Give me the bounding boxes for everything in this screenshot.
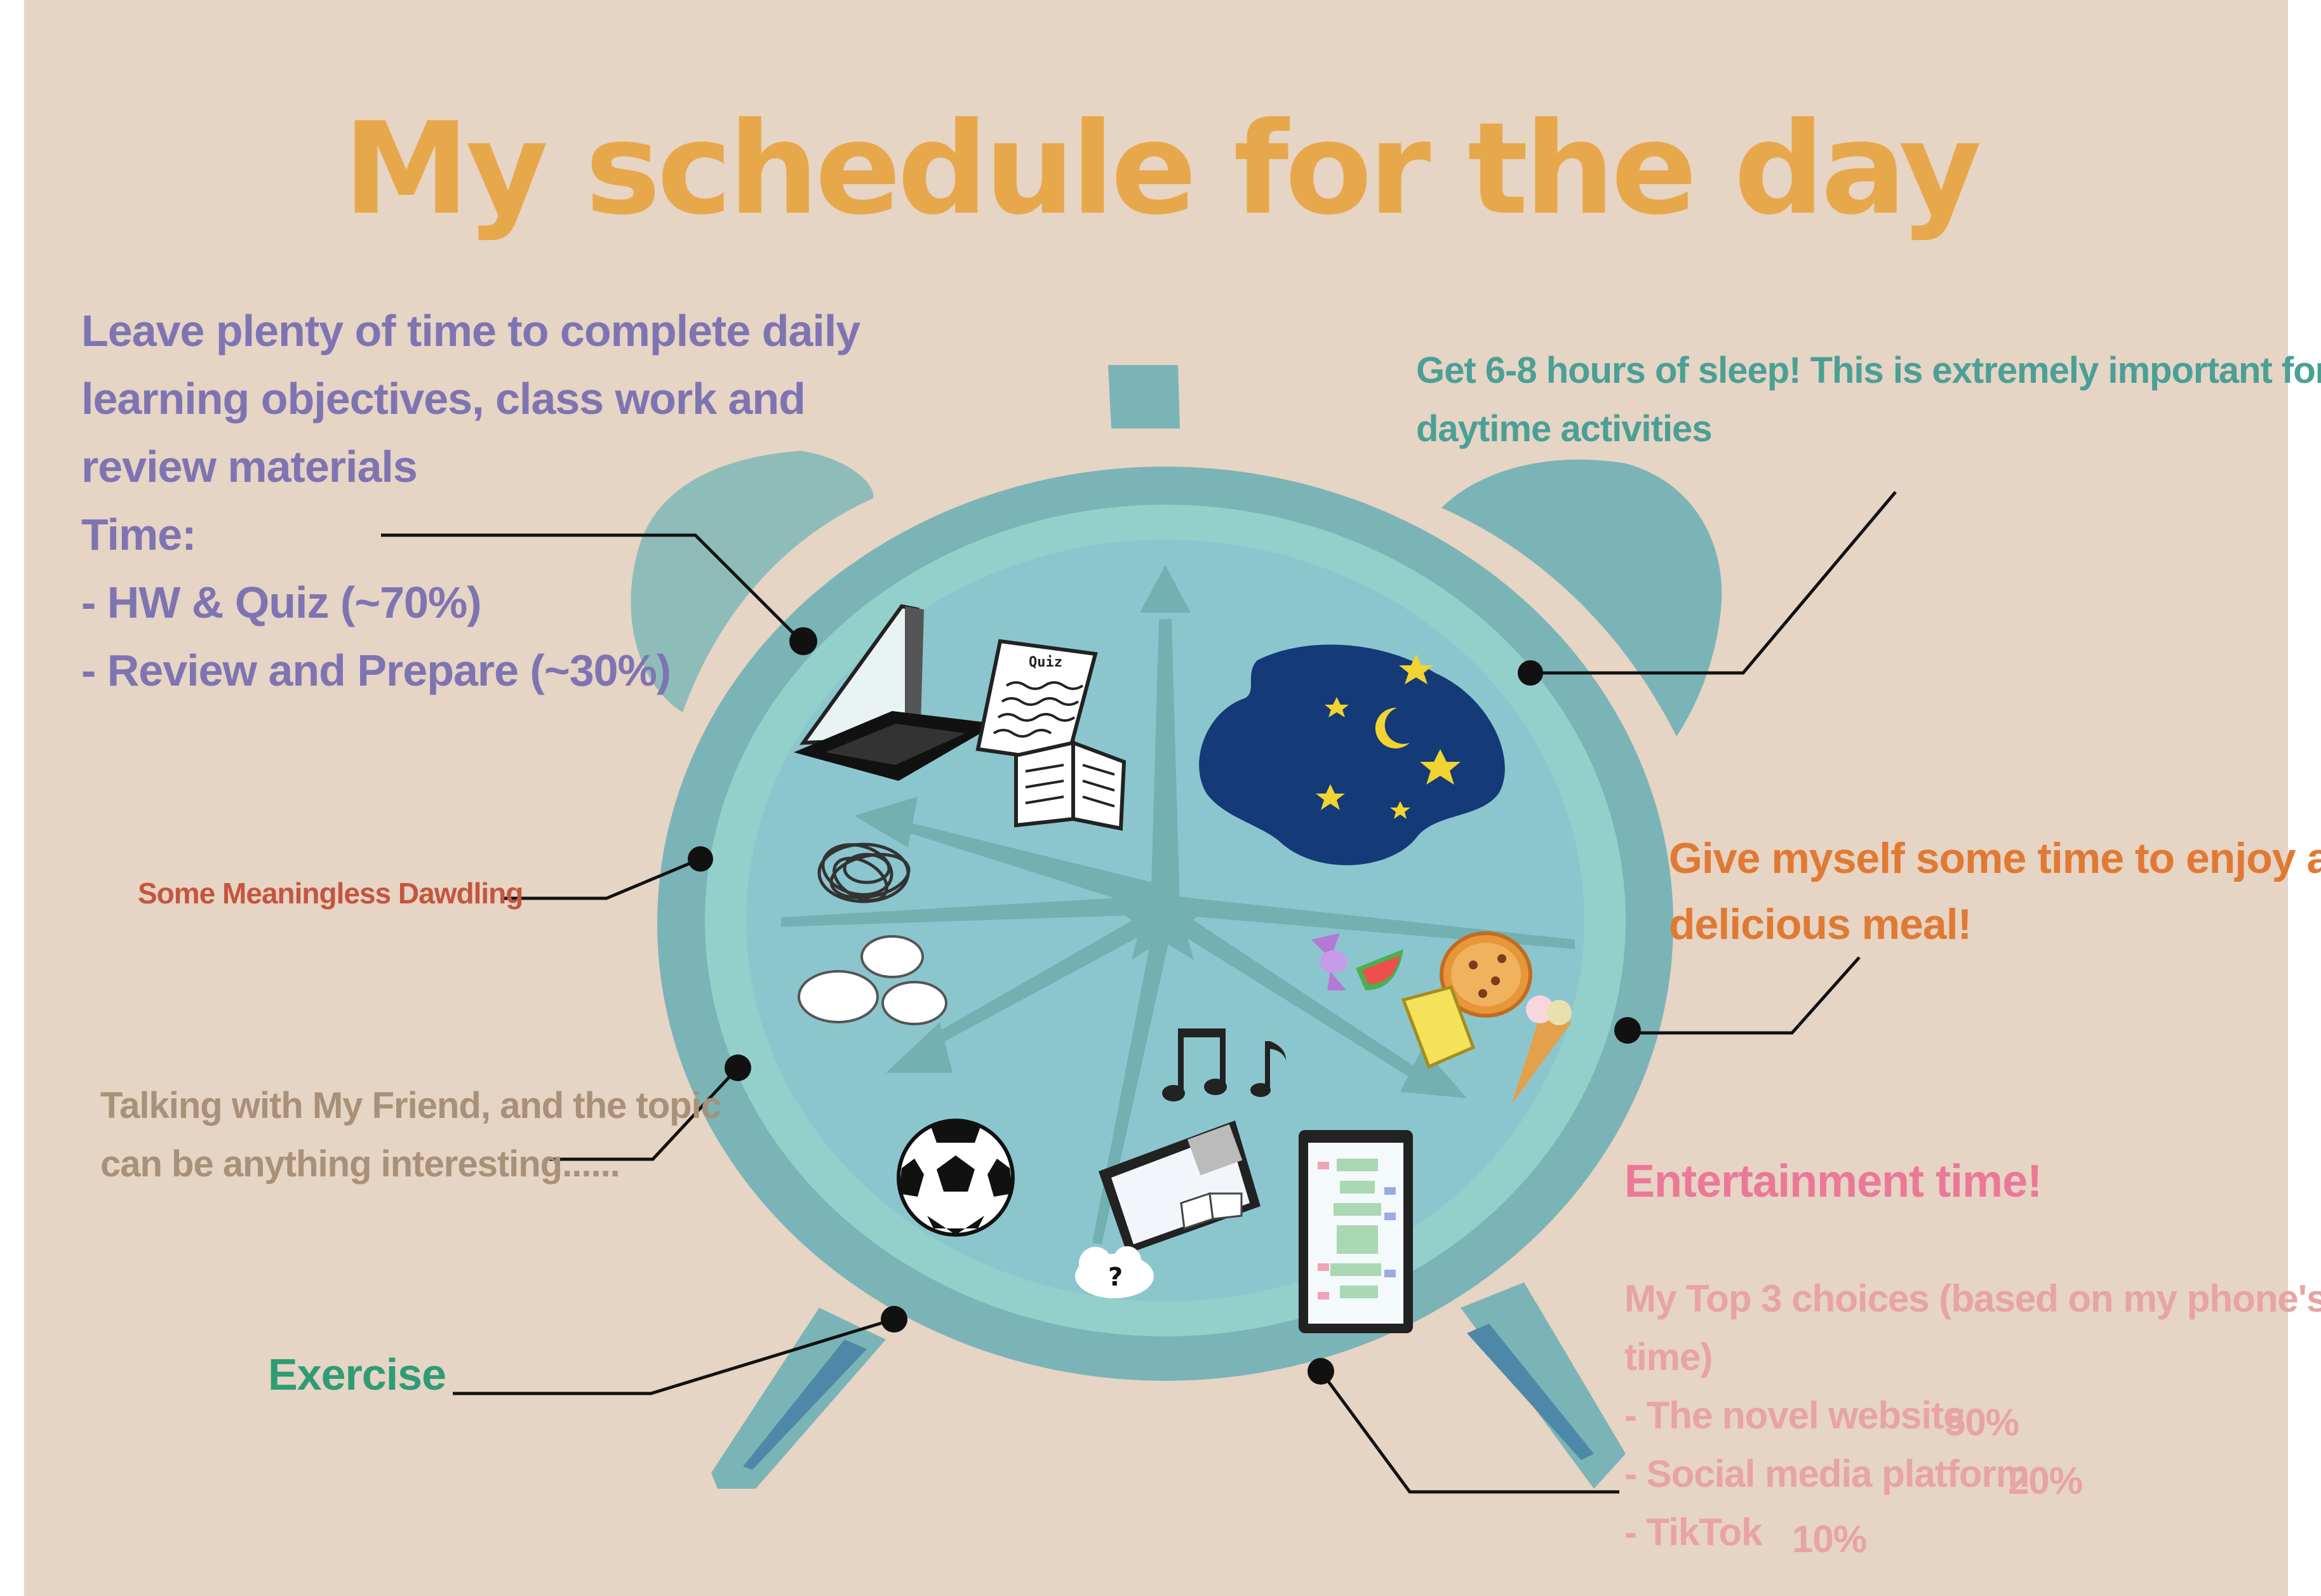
food-icon (1311, 931, 1572, 1105)
friend-line-2: can be anything interesting...... (100, 1143, 620, 1185)
sleep-line-1: Get 6-8 hours of sleep! This is extremel… (1416, 350, 2321, 391)
choice-social-label: - Social media platform (1624, 1453, 2030, 1495)
night-sky-icon (1199, 644, 1505, 865)
music-notes-icon (1162, 1028, 1286, 1101)
connector-sleep (1530, 491, 1897, 675)
arrow-lower-right (1400, 1047, 1467, 1098)
dawdling-annotation: Some Meaningless Dawdling (138, 877, 523, 910)
friend-line-1: Talking with My Friend, and the topic (100, 1085, 721, 1126)
hand-down (1092, 914, 1175, 1244)
study-time-label: Time: (81, 510, 196, 559)
laptop-icon (794, 604, 997, 781)
arrow-lower-left (886, 1022, 953, 1073)
dot-sleep (1518, 660, 1543, 686)
hand-lower-right (1159, 901, 1419, 1079)
connector-friend (549, 1067, 739, 1161)
connector-lines (381, 491, 1897, 1494)
sleep-line-2: daytime activities (1416, 408, 1713, 449)
meal-line-2: delicious meal! (1669, 900, 1972, 948)
connector-exercise (453, 1317, 895, 1395)
entertainment-intro-line-1: My Top 3 choices (based on my phone's us… (1624, 1277, 2321, 1320)
arrow-up (1140, 565, 1191, 613)
clock-hands (781, 565, 1575, 1244)
right-leg-inner (1467, 1324, 1594, 1460)
dot-dawdling (688, 846, 713, 872)
phone-icon (1299, 1130, 1413, 1333)
choice-novel-percent: 50% (1944, 1401, 2019, 1444)
hand-lower-left (927, 901, 1175, 1047)
study-line-3: review materials (81, 442, 418, 491)
entertainment-intro-line-2: time) (1624, 1336, 1713, 1378)
center-star (1114, 873, 1210, 960)
dot-entertainment (1308, 1358, 1334, 1385)
tablet-icon (1099, 1121, 1261, 1254)
choice-social-percent: 20% (2008, 1460, 2083, 1502)
right-leg (1461, 1282, 1626, 1489)
page-title: My schedule for the day (343, 95, 1981, 243)
question-mark: ? (1108, 1263, 1123, 1292)
dot-meal (1614, 1017, 1641, 1044)
connector-entertainment (1319, 1370, 1619, 1494)
soccer-ball-icon (897, 1119, 1015, 1237)
left-bell (631, 451, 874, 712)
study-hw-quiz: - HW & Quiz (~70%) (81, 578, 482, 627)
top-knob (1108, 365, 1180, 429)
dot-study (789, 627, 817, 655)
scribble-icon (817, 842, 911, 903)
entertainment-heading: Entertainment time! (1624, 1156, 2042, 1207)
hand-left (781, 895, 1165, 927)
right-bell (1441, 459, 1722, 736)
study-line-2: learning objectives, class work and (81, 374, 806, 423)
question-cloud-icon: ? (1075, 1246, 1154, 1298)
choice-novel-label: - The novel website (1624, 1394, 1964, 1437)
study-line-1: Leave plenty of time to complete daily (81, 306, 860, 356)
hand-up (1151, 619, 1180, 908)
study-review: - Review and Prepare (~30%) (81, 646, 671, 695)
open-book-icon (1014, 740, 1127, 831)
arrow-upper-left (854, 797, 918, 848)
meal-line-1: Give myself some time to enjoy a (1669, 834, 2321, 882)
dot-exercise (881, 1306, 907, 1333)
connector-dawdling (500, 857, 701, 900)
left-leg-inner (743, 1340, 867, 1470)
exercise-annotation: Exercise (268, 1350, 446, 1399)
quiz-label: Quiz (1029, 655, 1062, 670)
speech-bubbles-icon (798, 935, 947, 1025)
connector-meal (1628, 956, 1861, 1035)
choice-tiktok-percent: 10% (1792, 1518, 1867, 1560)
hand-upper-left (905, 822, 1165, 914)
connector-study (381, 533, 803, 642)
choice-tiktok-label: - TikTok (1624, 1511, 1762, 1553)
dot-friend (725, 1054, 751, 1081)
